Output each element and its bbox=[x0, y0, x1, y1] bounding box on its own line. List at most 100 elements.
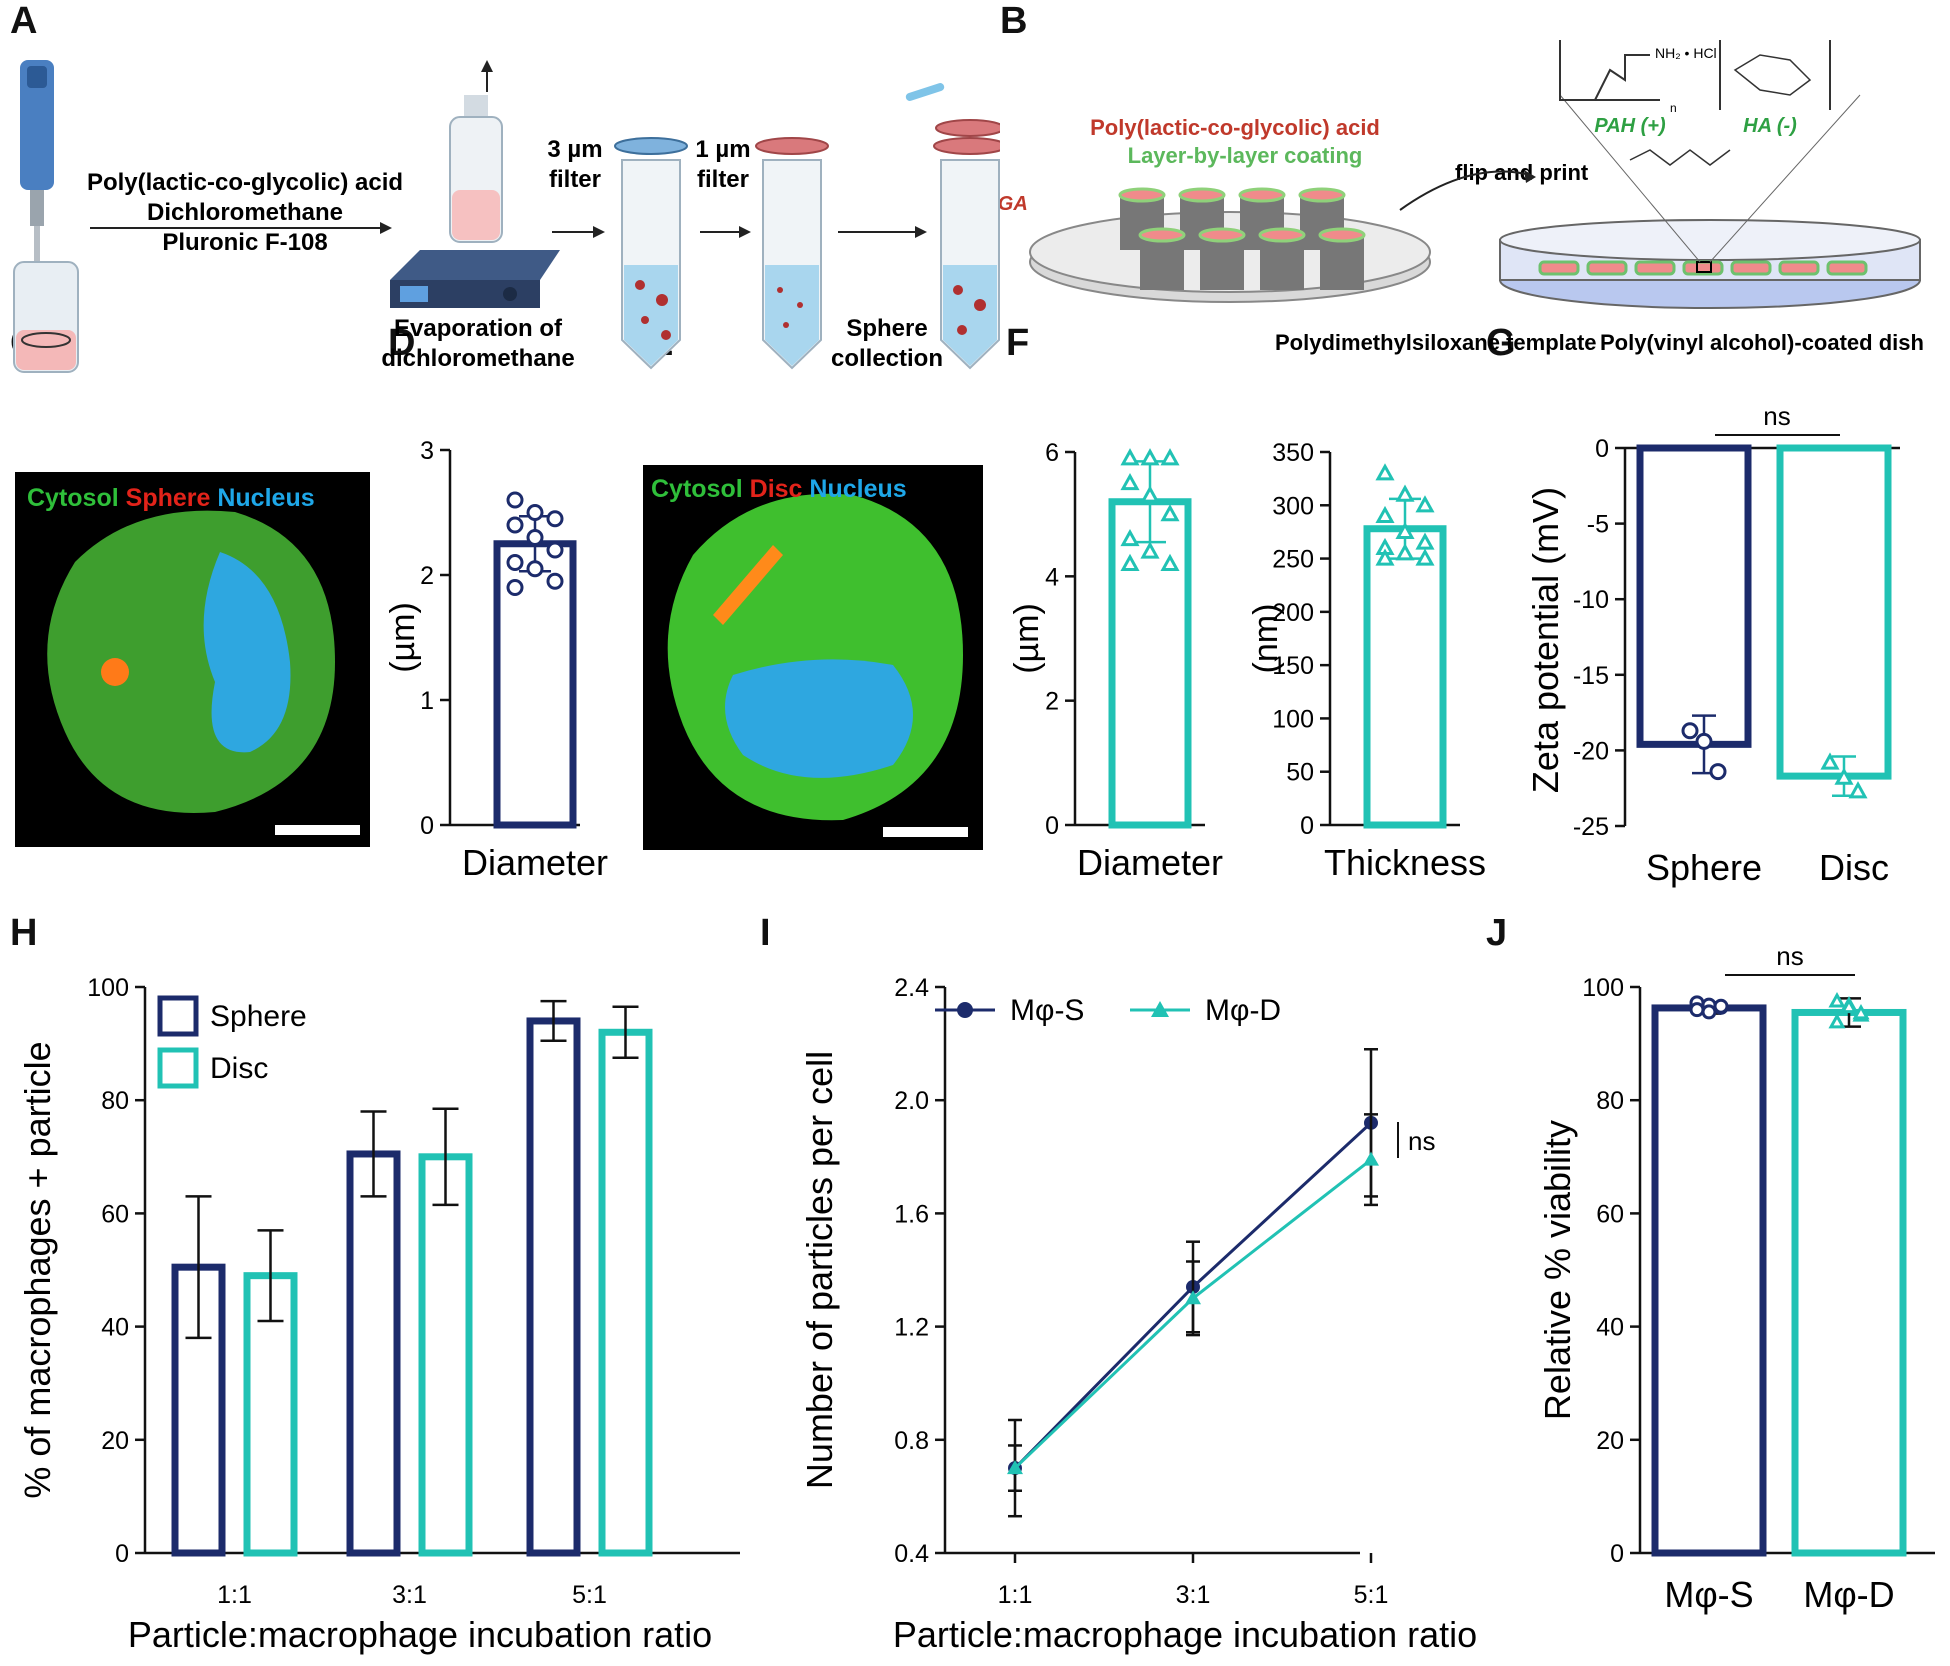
data-point bbox=[1140, 448, 1160, 466]
data-point bbox=[1375, 463, 1395, 481]
data-point bbox=[1120, 472, 1140, 491]
legend-label-sphere: Sphere bbox=[210, 1000, 307, 1033]
bar bbox=[1363, 525, 1447, 829]
filter1-line-1: 1 µm bbox=[695, 136, 750, 163]
y-tick-label: 80 bbox=[1596, 1087, 1624, 1115]
y-tick-label: -25 bbox=[1573, 813, 1609, 841]
bar-disc bbox=[1776, 444, 1892, 780]
y-tick-label: 0.8 bbox=[894, 1427, 929, 1455]
y-axis-label: Number of particles per cell bbox=[799, 1051, 840, 1489]
data-point bbox=[1375, 548, 1395, 566]
micrograph-disc: Cytosol Disc Nucleus bbox=[643, 465, 983, 850]
data-point bbox=[1395, 484, 1415, 502]
y-tick-label: 1.2 bbox=[894, 1314, 929, 1342]
b-plga-label: Poly(lactic-co-glycolic) acid bbox=[1090, 115, 1380, 140]
y-tick-label: 60 bbox=[101, 1200, 129, 1228]
e-label-cytosol: Cytosol bbox=[651, 475, 743, 503]
y-tick-label: 0 bbox=[420, 812, 434, 840]
micrograph-sphere: Cytosol Sphere Nucleus bbox=[15, 472, 370, 847]
y-tick-label: 100 bbox=[1582, 974, 1624, 1002]
y-tick-label: 0 bbox=[1595, 435, 1609, 463]
bar-0 bbox=[1651, 1004, 1767, 1557]
legend-label-0: Mφ-S bbox=[1010, 994, 1084, 1027]
y-tick-label: 1 bbox=[420, 687, 434, 715]
x-tick-label: 1:1 bbox=[998, 1581, 1033, 1609]
significance-label: ns bbox=[1776, 941, 1803, 971]
data-point bbox=[1689, 1002, 1705, 1018]
c-label-nucleus: Nucleus bbox=[217, 484, 315, 512]
filter3-line-1: 3 µm bbox=[547, 136, 602, 163]
y-tick-label: -5 bbox=[1587, 511, 1609, 539]
b-plga-short: PLGA bbox=[1000, 193, 1028, 215]
data-point bbox=[1681, 722, 1699, 740]
legend-swatch-disc bbox=[157, 1047, 199, 1089]
x-tick-label: 1:1 bbox=[217, 1581, 252, 1609]
y-tick-label: 0 bbox=[115, 1540, 129, 1568]
y-tick-label: 40 bbox=[1596, 1314, 1624, 1342]
y-tick-label: 3 bbox=[420, 440, 434, 465]
y-tick-label: 2.0 bbox=[894, 1087, 929, 1115]
bar-sphere bbox=[1636, 444, 1752, 748]
reagent-pluronic: Pluronic F-108 bbox=[162, 229, 327, 256]
data-point bbox=[1701, 1004, 1717, 1020]
pdms-template bbox=[1029, 187, 1431, 303]
y-tick-label: 20 bbox=[1596, 1427, 1624, 1455]
chart-g: 0 -5 -10 -15 -20 -25 Sphere Disc ns Zeta potentia… bbox=[1525, 401, 1900, 888]
chart-i: 0.4 0.8 1.2 1.6 2.0 2.4 1:1 3:1 5:1 Mφ-S Mφ-D ns Par… bbox=[799, 974, 1477, 1655]
y-tick-label: 100 bbox=[87, 974, 129, 1002]
y-tick-label: -10 bbox=[1573, 586, 1609, 614]
stirrer-icon bbox=[390, 250, 560, 308]
y-tick-label: 0 bbox=[1045, 812, 1059, 840]
x-tick-label: 5:1 bbox=[1354, 1581, 1389, 1609]
data-point bbox=[1828, 1013, 1846, 1029]
bar-disc bbox=[598, 1028, 653, 1557]
panel-letter-i: I bbox=[760, 912, 771, 954]
y-tick-label: 100 bbox=[1272, 705, 1314, 733]
data-point bbox=[506, 516, 524, 534]
vial-icon bbox=[13, 261, 79, 373]
data-point bbox=[526, 504, 544, 521]
data-point bbox=[1120, 528, 1140, 547]
b-template-label: Polydimethylsiloxane template bbox=[1275, 330, 1597, 355]
data-point bbox=[1185, 1290, 1201, 1305]
data-point bbox=[1140, 541, 1160, 559]
e-label-nucleus: Nucleus bbox=[809, 475, 907, 503]
y-axis-label: (µm) bbox=[384, 602, 422, 673]
x-tick-label: 5:1 bbox=[572, 1581, 607, 1609]
panel-letter-b: B bbox=[1000, 0, 1028, 42]
significance-label: ns bbox=[1763, 401, 1790, 431]
evap-line-1: Evaporation of bbox=[394, 315, 563, 342]
pah-subscript: n bbox=[1670, 101, 1677, 115]
chart-f-diameter: 0 2 4 6 Diameter (µm) bbox=[1008, 440, 1223, 883]
y-tick-label: 40 bbox=[101, 1314, 129, 1342]
panel-b-schematic: Poly(lactic-co-glycolic) acid Layer-by-l… bbox=[1000, 40, 1924, 355]
bar-1 bbox=[1791, 1008, 1907, 1557]
chart-f-thickness: 0 50 100 150 200 250 300 350 Thickness (nm) bbox=[1247, 440, 1486, 883]
y-tick-label: 6 bbox=[1045, 440, 1059, 467]
data-point bbox=[1160, 553, 1180, 571]
legend-label-disc: Disc bbox=[210, 1052, 268, 1085]
data-point bbox=[1395, 521, 1415, 540]
chart-j: 0 20 40 60 80 100 Mφ-S Mφ-D ns Relative % viabili… bbox=[1537, 941, 1935, 1615]
y-axis-label: Zeta potential (mV) bbox=[1525, 487, 1566, 793]
x-category-label: Mφ-S bbox=[1664, 1574, 1753, 1615]
data-point bbox=[1852, 1003, 1870, 1020]
panel-a-schematic: Poly(lactic-co-glycolic) acid Dichlorome… bbox=[13, 60, 1000, 373]
data-point bbox=[506, 579, 524, 596]
x-category-label: Diameter bbox=[462, 842, 608, 883]
x-axis-label: Particle:macrophage incubation ratio bbox=[128, 1614, 712, 1655]
petri-dish bbox=[1499, 219, 1921, 309]
e-label-disc: Disc bbox=[749, 475, 803, 503]
chart-h: 0 20 40 60 80 100 1:1 3:1 5:1 Sphere Disc Particle:… bbox=[17, 974, 740, 1655]
data-point bbox=[1848, 781, 1868, 799]
data-point bbox=[526, 529, 544, 546]
y-tick-label: 150 bbox=[1272, 652, 1314, 680]
y-tick-label: 0 bbox=[1610, 1540, 1624, 1568]
data-point bbox=[506, 554, 524, 571]
b-pah-label: PAH (+) bbox=[1594, 115, 1666, 137]
y-tick-label: 300 bbox=[1272, 492, 1314, 520]
panel-letter-d: D bbox=[388, 322, 416, 364]
data-point bbox=[1395, 543, 1415, 561]
data-point bbox=[1375, 505, 1395, 524]
x-tick-label: 3:1 bbox=[1176, 1581, 1211, 1609]
